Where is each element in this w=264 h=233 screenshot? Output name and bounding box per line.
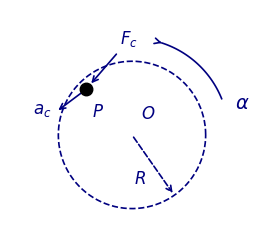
Text: $\alpha$: $\alpha$ [235, 94, 250, 113]
Text: R: R [135, 170, 146, 188]
Text: $a_c$: $a_c$ [33, 101, 51, 119]
Text: P: P [93, 103, 103, 121]
Text: $F_c$: $F_c$ [120, 29, 138, 49]
Text: O: O [141, 105, 154, 123]
